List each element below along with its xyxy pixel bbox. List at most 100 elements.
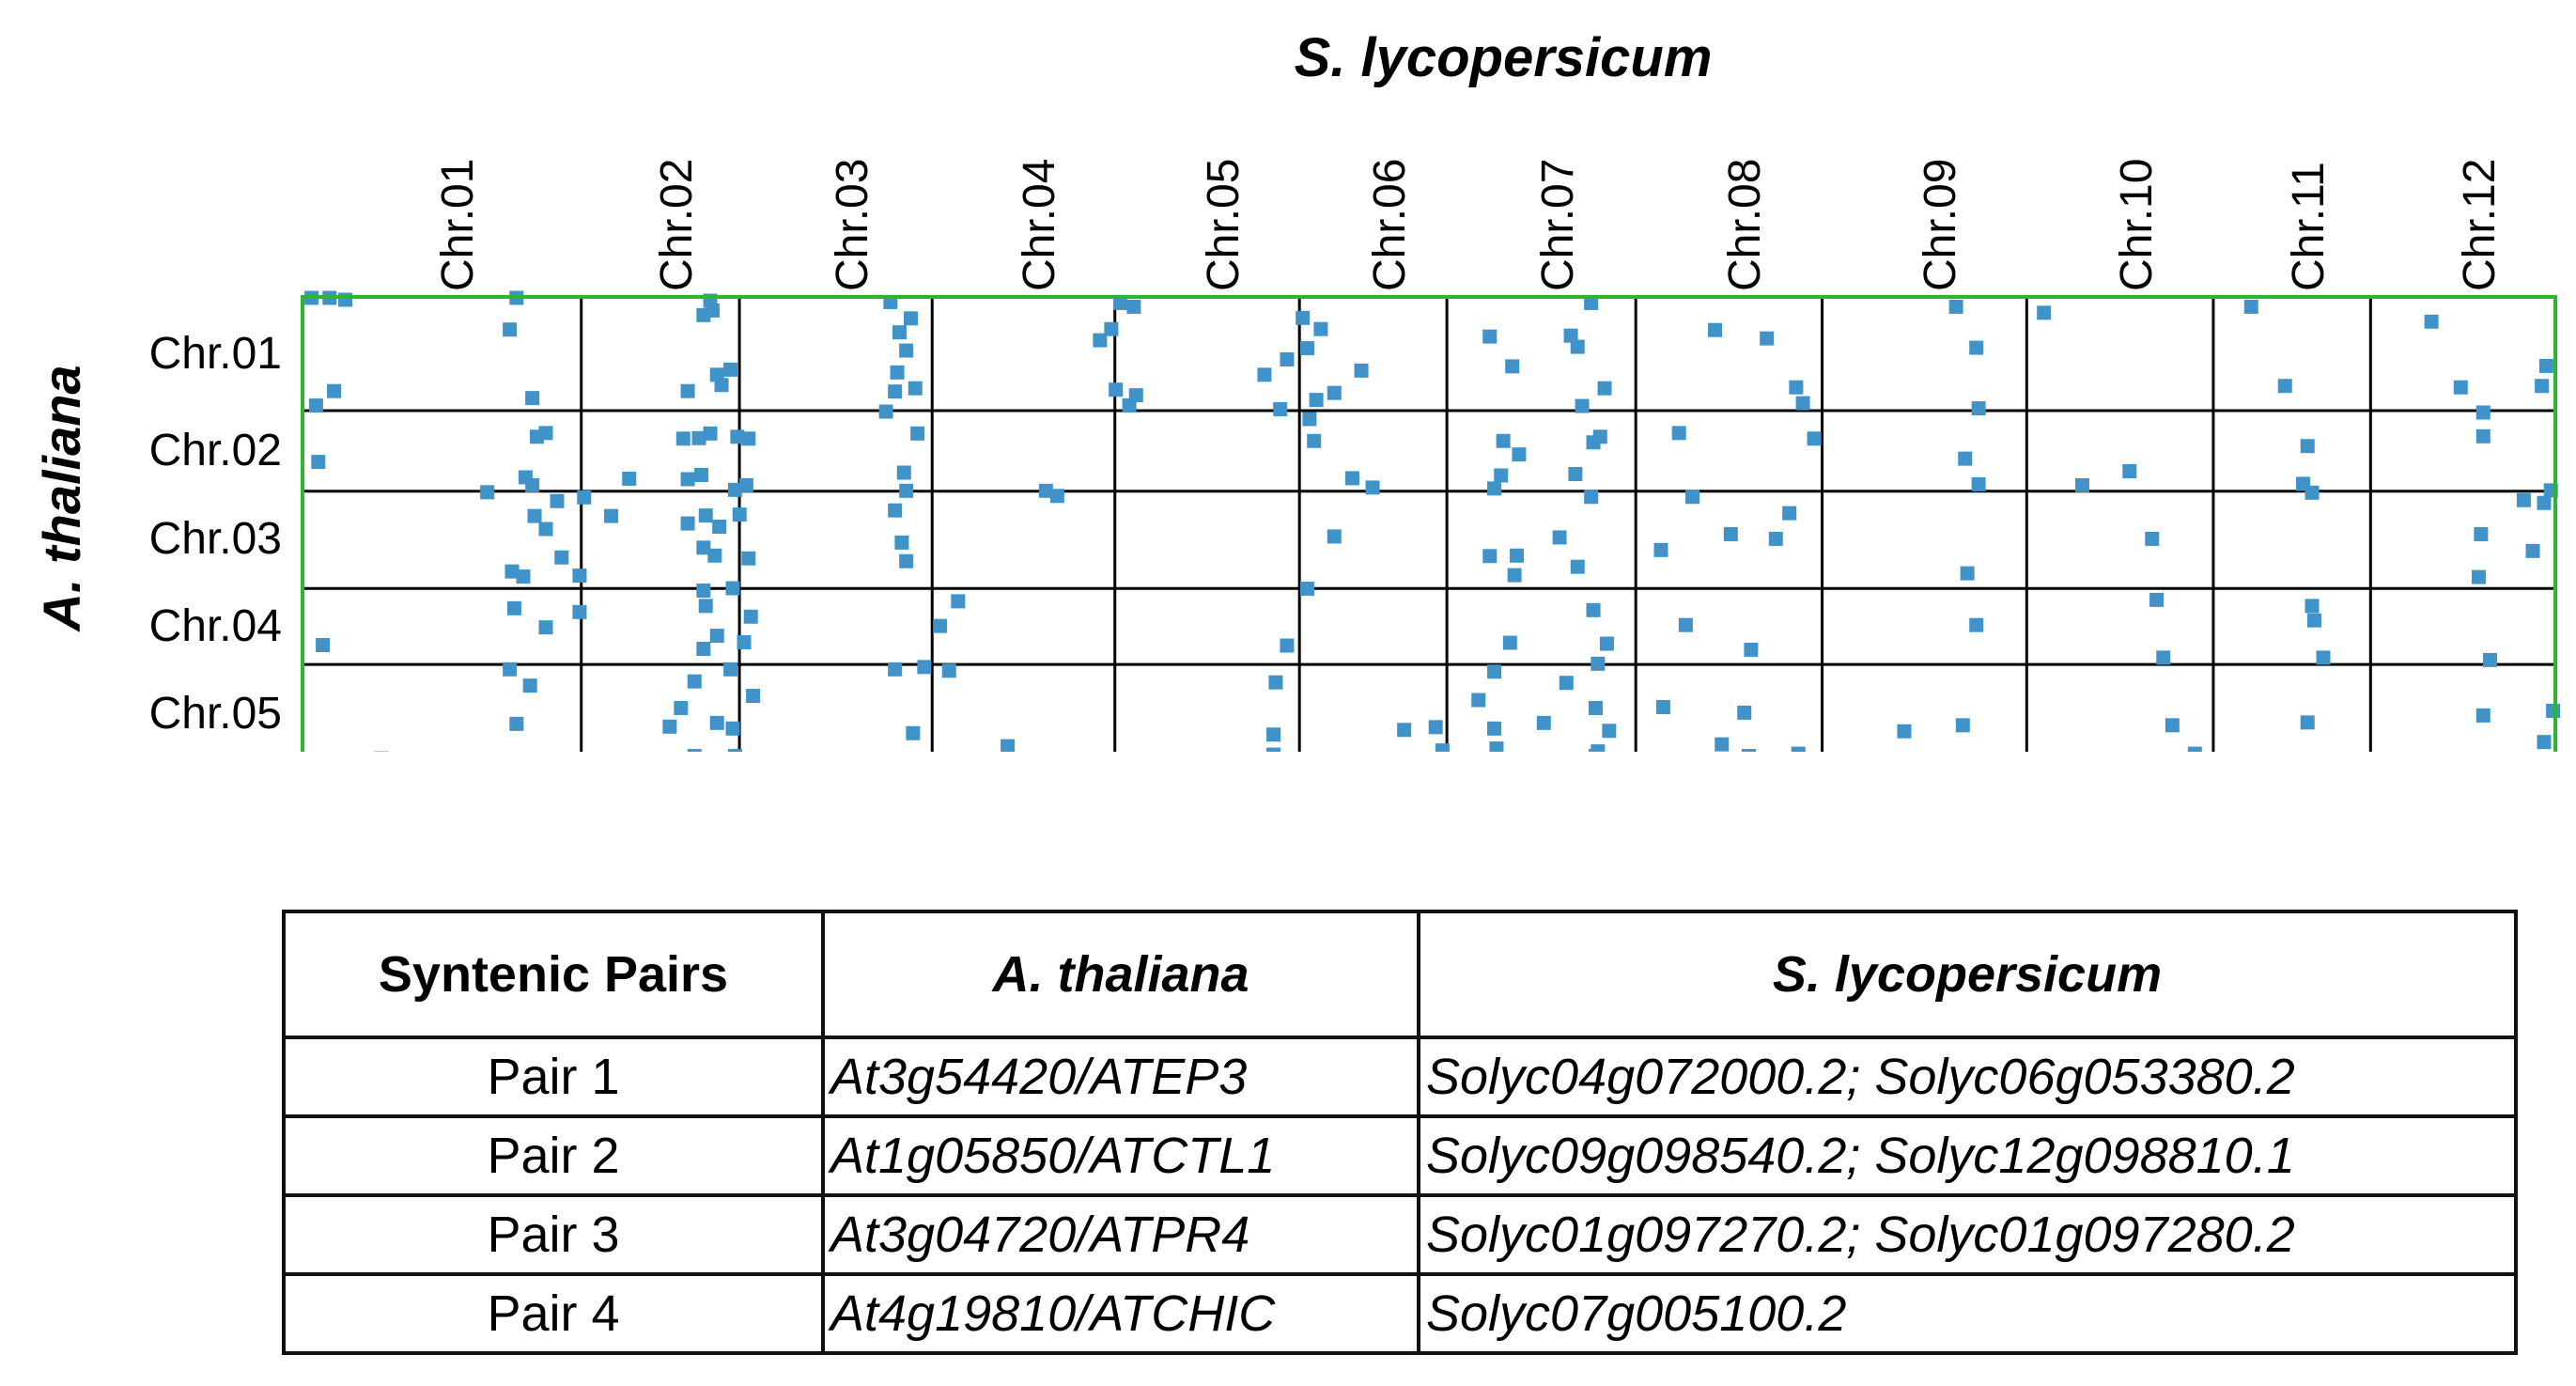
syntenic-point bbox=[1122, 398, 1137, 413]
syntenic-point bbox=[1049, 489, 1064, 504]
syntenic-point bbox=[675, 431, 691, 446]
syntenic-point bbox=[1496, 433, 1511, 448]
syntenic-point bbox=[1602, 724, 1617, 739]
x-tick-label: Chr.09 bbox=[1916, 158, 1966, 291]
syntenic-point bbox=[746, 689, 761, 704]
syntenic-point bbox=[622, 471, 637, 486]
syntenic-point bbox=[890, 365, 905, 380]
syntenic-point bbox=[1559, 676, 1574, 691]
syntenic-point bbox=[1482, 329, 1497, 344]
syntenic-point bbox=[338, 292, 353, 307]
syntenic-point bbox=[1597, 381, 1612, 396]
syntenic-point bbox=[1482, 549, 1497, 564]
s-lycopersicum-gene-cell: Solyc07g005100.2 bbox=[1417, 1272, 2518, 1355]
syntenic-point bbox=[696, 540, 711, 555]
syntenic-point bbox=[2482, 652, 2497, 667]
header-syntenic-pairs: Syntenic Pairs bbox=[282, 910, 825, 1039]
syntenic-point bbox=[2471, 569, 2486, 584]
syntenic-point bbox=[1653, 542, 1668, 557]
syntenic-point bbox=[2300, 715, 2315, 730]
syntenic-point bbox=[741, 551, 756, 566]
syntenic-point bbox=[554, 550, 569, 565]
x-tick-label: Chr.06 bbox=[1364, 158, 1415, 291]
syntenic-point bbox=[1109, 382, 1124, 397]
syntenic-point bbox=[1737, 705, 1752, 720]
syntenic-point bbox=[525, 477, 540, 492]
syntenic-point bbox=[696, 307, 711, 322]
syntenic-point bbox=[604, 508, 619, 523]
syntenic-point bbox=[1354, 363, 1369, 378]
syntenic-point bbox=[525, 391, 540, 406]
syntenic-point bbox=[2316, 650, 2331, 665]
syntenic-point bbox=[1958, 451, 1973, 466]
syntenic-point bbox=[2304, 599, 2320, 614]
x-axis-title: S. lycopersicum bbox=[1294, 27, 1713, 88]
syntenic-point bbox=[1971, 401, 1986, 416]
syntenic-point bbox=[1768, 531, 1783, 546]
syntenic-point bbox=[2538, 358, 2553, 373]
s-lycopersicum-gene-cell: Solyc01g097270.2; Solyc01g097280.2 bbox=[1417, 1193, 2518, 1276]
table-header-row: Syntenic Pairs A. thaliana S. lycopersic… bbox=[282, 910, 2518, 1039]
chromosome-grid bbox=[303, 297, 2555, 752]
x-tick-label: Chr.02 bbox=[651, 158, 702, 291]
syntenic-point bbox=[1487, 481, 1502, 496]
syntenic-point bbox=[727, 749, 742, 752]
syntenic-point bbox=[2306, 613, 2321, 628]
y-tick-label: Chr.02 bbox=[148, 425, 282, 475]
syntenic-point bbox=[1591, 656, 1606, 671]
syntenic-point bbox=[732, 507, 747, 522]
syntenic-point bbox=[2453, 380, 2468, 395]
syntenic-point bbox=[1586, 602, 1601, 617]
syntenic-point bbox=[2516, 492, 2531, 507]
syntenic-point bbox=[1093, 333, 1108, 348]
syntenic-point bbox=[2537, 735, 2552, 750]
syntenic-point bbox=[698, 508, 713, 523]
syntenic-point bbox=[1678, 617, 1693, 632]
syntenic-point bbox=[698, 599, 713, 614]
syntenic-point bbox=[2122, 464, 2137, 479]
syntenic-point bbox=[1280, 351, 1295, 366]
x-tick-label: Chr.12 bbox=[2454, 158, 2505, 291]
syntenic-point bbox=[504, 564, 520, 579]
syntenic-point bbox=[696, 583, 711, 598]
syntenic-point bbox=[1280, 638, 1295, 653]
syntenic-point bbox=[1969, 340, 1984, 355]
x-tick-label: Chr.03 bbox=[827, 158, 877, 291]
syntenic-point bbox=[933, 618, 948, 633]
syntenic-point bbox=[529, 429, 544, 444]
syntenic-point bbox=[1001, 739, 1016, 752]
x-tick-label: Chr.04 bbox=[1015, 158, 1065, 291]
syntenic-point bbox=[2525, 543, 2540, 558]
syntenic-point bbox=[908, 381, 923, 396]
syntenic-point bbox=[538, 620, 553, 635]
syntenic-point bbox=[1586, 435, 1601, 450]
syntenic-point bbox=[741, 431, 756, 446]
syntenic-point bbox=[1588, 700, 1603, 715]
y-tick-label: Chr.05 bbox=[148, 688, 282, 739]
syntenic-dots bbox=[304, 290, 2561, 752]
syntenic-point bbox=[723, 362, 738, 377]
syntenic-point bbox=[2156, 650, 2171, 665]
syntenic-point bbox=[1552, 530, 1567, 545]
syntenic-point bbox=[2037, 305, 2052, 320]
y-tick-label: Chr.04 bbox=[148, 600, 282, 651]
syntenic-point bbox=[1685, 490, 1700, 505]
syntenic-point bbox=[2537, 495, 2552, 510]
syntenic-point bbox=[1723, 526, 1738, 541]
syntenic-point bbox=[680, 383, 695, 398]
syntenic-point bbox=[941, 663, 956, 678]
syntenic-point bbox=[680, 516, 695, 531]
syntenic-point bbox=[1268, 675, 1283, 690]
syntenic-point bbox=[1584, 295, 1599, 310]
syntenic-point bbox=[1955, 718, 1970, 733]
syntenic-point bbox=[703, 426, 718, 441]
syntenic-point bbox=[1307, 433, 1322, 448]
syntenic-point bbox=[662, 719, 677, 734]
syntenic-point bbox=[2304, 485, 2320, 500]
s-lycopersicum-gene-cell: Solyc04g072000.2; Solyc06g053380.2 bbox=[1417, 1036, 2518, 1118]
x-tick-label: Chr.11 bbox=[2283, 162, 2334, 291]
syntenic-point bbox=[696, 641, 711, 656]
syntenic-point bbox=[2535, 379, 2550, 394]
syntenic-point bbox=[743, 609, 758, 624]
syntenic-point bbox=[1897, 724, 1912, 739]
